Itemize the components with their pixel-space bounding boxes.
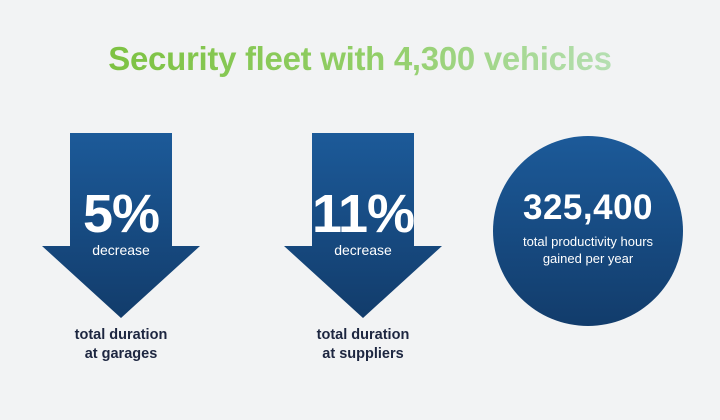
stat-label-line1: total productivity hours (522, 234, 654, 249)
stat-label: decrease (92, 242, 150, 258)
stat-value: 11% (311, 184, 415, 244)
stat-productivity-circle: 325,400 total productivity hours gained … (493, 136, 683, 326)
stat-value: 325,400 (522, 188, 654, 227)
stat-suppliers: 11% decrease (284, 133, 442, 318)
stat-caption: total duration at garages (74, 327, 168, 362)
down-arrow-icon (284, 133, 442, 318)
page-title: Security fleet with 4,300 vehicles (108, 40, 612, 77)
stat-label: decrease (334, 242, 392, 258)
stat-value: 5% (82, 184, 160, 244)
down-arrow-icon (42, 133, 200, 318)
stat-caption: total duration at suppliers (316, 327, 410, 362)
stat-garages: 5% decrease (42, 133, 200, 318)
stat-label-line2: gained per year (542, 251, 634, 266)
